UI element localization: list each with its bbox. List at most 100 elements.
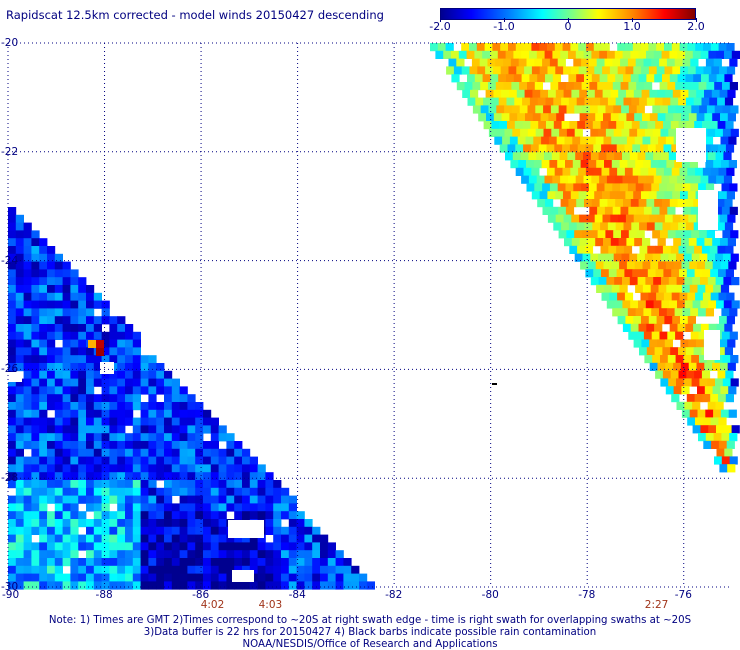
east-swath-cell	[533, 136, 542, 145]
west-swath-cell	[47, 511, 56, 520]
west-swath-cell	[234, 503, 243, 512]
east-swath-cell	[668, 378, 677, 387]
colorbar-tick-label: 2.0	[687, 20, 705, 33]
west-swath-cell	[78, 417, 87, 426]
east-swath-cell	[485, 66, 494, 75]
east-swath-cell	[709, 245, 718, 254]
east-swath-cell	[602, 191, 611, 200]
west-swath-cell	[62, 581, 71, 590]
west-swath-cell	[218, 425, 227, 434]
west-swath-cell	[78, 339, 87, 348]
west-swath-cell	[62, 417, 71, 426]
east-swath-cell	[570, 66, 580, 75]
west-swath-cell	[148, 370, 157, 379]
west-swath-cell	[249, 511, 258, 520]
east-swath-cell	[509, 89, 518, 98]
east-swath-cell	[632, 43, 641, 52]
east-swath-cell	[656, 191, 665, 200]
west-swath-cell	[210, 519, 219, 528]
west-swath-cell	[54, 394, 63, 403]
east-swath-cell	[508, 43, 517, 52]
west-swath-cell	[15, 480, 24, 489]
west-swath-cell	[171, 386, 180, 395]
east-swath-cell	[568, 74, 577, 83]
west-swath-cell	[257, 581, 266, 590]
east-swath-cell	[649, 339, 658, 348]
east-swath-cell	[493, 89, 502, 98]
west-swath-cell	[327, 550, 336, 559]
east-swath-cell	[542, 206, 551, 215]
east-swath-cell	[619, 136, 628, 145]
east-swath-cell	[666, 284, 675, 293]
west-swath-cell	[15, 316, 24, 325]
east-swath-cell	[609, 292, 618, 301]
east-swath-cell	[555, 214, 564, 223]
east-swath-cell	[678, 121, 687, 130]
east-swath-cell	[684, 401, 693, 410]
west-swath-cell	[288, 558, 297, 567]
east-swath-cell	[672, 316, 681, 325]
west-swath-cell	[195, 558, 204, 567]
west-swath-cell	[156, 581, 165, 590]
west-swath-cell	[234, 511, 243, 520]
west-swath-cell	[31, 526, 40, 535]
east-swath-cell	[728, 136, 737, 145]
east-swath-cell	[488, 128, 498, 137]
east-swath-cell	[722, 253, 732, 262]
east-swath-cell	[722, 82, 731, 91]
west-swath-cell	[304, 550, 313, 559]
west-swath-cell	[15, 402, 24, 411]
west-swath-cell	[132, 511, 141, 520]
east-swath-cell	[576, 97, 585, 106]
west-swath-cell	[132, 433, 141, 442]
east-swath-cell	[587, 238, 596, 247]
west-swath-cell	[265, 511, 274, 520]
east-swath-cell	[681, 113, 690, 122]
east-swath-cell	[674, 284, 683, 293]
east-swath-cell	[713, 409, 722, 418]
west-swath-cell	[140, 503, 149, 512]
west-swath-cell	[304, 558, 313, 567]
east-swath-cell	[485, 89, 494, 98]
east-swath-cell	[532, 89, 541, 98]
east-swath-cell	[559, 152, 568, 161]
east-swath-cell	[658, 261, 667, 270]
colorbar-tick-label: -2.0	[429, 20, 451, 33]
west-swath-cell	[8, 230, 17, 239]
east-swath-cell	[675, 355, 684, 364]
east-swath-cell	[657, 113, 666, 122]
west-swath-cell	[23, 550, 32, 559]
west-swath-cell	[31, 402, 40, 411]
west-swath-cell	[86, 394, 95, 403]
west-swath-cell	[132, 534, 141, 543]
west-swath-cell	[203, 542, 212, 551]
west-swath-cell	[140, 565, 149, 574]
west-swath-cell	[265, 472, 274, 481]
east-swath-cell	[682, 183, 691, 192]
west-swath-cell	[54, 409, 63, 418]
west-swath-cell	[109, 511, 118, 520]
west-swath-cell	[234, 464, 243, 473]
east-swath-cell	[527, 105, 536, 114]
east-swath-cell	[519, 82, 528, 91]
east-swath-cell	[570, 191, 579, 200]
west-swath-cell	[140, 409, 149, 418]
east-swath-cell	[643, 183, 652, 192]
east-swath-cell	[577, 245, 586, 254]
west-swath-cell	[288, 581, 297, 590]
west-swath-cell	[39, 511, 48, 520]
west-swath-cell	[125, 378, 134, 387]
east-swath-cell	[534, 82, 543, 91]
east-swath-cell	[546, 121, 555, 130]
east-swath-cell	[700, 50, 709, 59]
west-swath-cell	[281, 558, 290, 567]
west-swath-cell	[31, 495, 40, 504]
east-swath-cell	[611, 160, 620, 169]
east-swath-cell	[688, 214, 697, 223]
west-swath-cell	[8, 480, 17, 489]
east-swath-cell	[716, 425, 725, 434]
west-swath-cell	[109, 487, 118, 496]
east-swath-cell	[660, 105, 669, 114]
east-swath-cell	[482, 50, 491, 59]
west-swath-cell	[288, 565, 297, 574]
